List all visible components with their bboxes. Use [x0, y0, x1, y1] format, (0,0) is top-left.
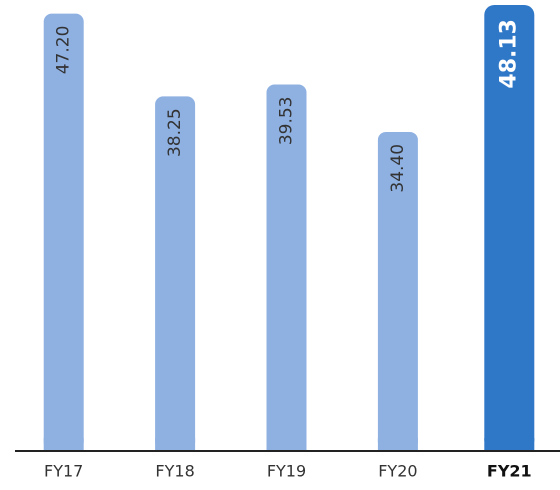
bar-foot [155, 438, 196, 450]
value-label: 39.53 [277, 97, 297, 146]
x-tick-label: FY18 [155, 462, 194, 481]
value-label: 38.25 [165, 108, 185, 157]
value-label: 48.13 [496, 19, 521, 89]
bar [377, 131, 418, 450]
bar-foot [484, 438, 535, 450]
value-label: 34.40 [388, 144, 408, 193]
value-label: 47.20 [54, 26, 74, 75]
bar-foot [377, 438, 418, 450]
x-tick-label: FY19 [267, 462, 306, 481]
bar [484, 5, 535, 450]
x-tick-label: FY20 [378, 462, 417, 481]
x-tick-label: FY21 [487, 462, 532, 481]
bar-foot [266, 438, 307, 450]
bar [266, 84, 307, 450]
bar-foot [43, 438, 84, 450]
x-tick-label: FY17 [44, 462, 83, 481]
bar [155, 96, 196, 450]
bar [43, 13, 84, 451]
